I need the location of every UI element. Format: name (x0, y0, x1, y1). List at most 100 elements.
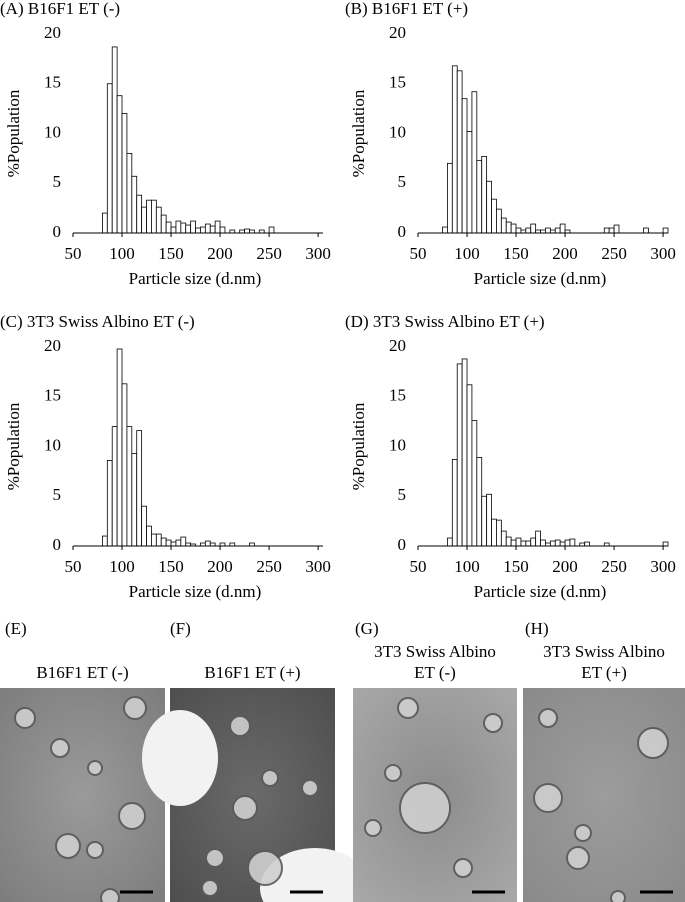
bar (461, 358, 468, 547)
bar (476, 159, 483, 234)
x-tick-label: 100 (109, 244, 135, 263)
bar (151, 199, 157, 234)
y-tick-label: 10 (44, 122, 61, 141)
bar (190, 220, 196, 234)
bar (584, 541, 590, 547)
vesicle (397, 697, 419, 719)
bar (141, 505, 147, 547)
vesicle (50, 738, 70, 758)
bar (180, 536, 187, 547)
bar (505, 221, 512, 234)
bar (447, 537, 453, 547)
vesicle (232, 795, 258, 821)
bar (116, 95, 123, 234)
bar (559, 541, 566, 547)
bar (195, 227, 201, 234)
vesicle (100, 888, 120, 902)
bar (540, 539, 546, 547)
bar (471, 420, 478, 547)
vesicle (229, 715, 251, 737)
bar (111, 46, 118, 234)
y-tick-label: 5 (53, 485, 62, 504)
bar (209, 225, 216, 234)
bar (214, 220, 221, 234)
x-axis-label: Particle size (d.nm) (474, 269, 607, 288)
vesicle (123, 696, 147, 720)
bar (200, 226, 206, 234)
panel-caption: ET (+) (581, 663, 627, 682)
bar (456, 363, 463, 547)
bar (491, 518, 497, 547)
y-tick-label: 0 (398, 535, 407, 554)
x-tick-label: 300 (305, 244, 331, 263)
bar (481, 495, 488, 547)
bar (131, 453, 138, 547)
bar (204, 223, 211, 234)
bar (121, 383, 128, 547)
vesicle (566, 846, 590, 870)
bar (491, 198, 497, 234)
bar (520, 540, 527, 547)
bar (102, 212, 108, 234)
bar (106, 83, 113, 234)
bar (116, 348, 123, 547)
bar (447, 162, 453, 234)
y-tick-label: 10 (389, 435, 406, 454)
chart-title: (D) 3T3 Swiss Albino ET (+) (345, 312, 545, 331)
bar (486, 493, 492, 547)
bar (136, 194, 143, 234)
y-tick-label: 0 (398, 222, 407, 241)
vesicle (261, 769, 279, 787)
bar (106, 460, 113, 547)
y-tick-label: 5 (398, 485, 407, 504)
bar (603, 227, 610, 234)
x-tick-label: 300 (650, 244, 676, 263)
bar (549, 540, 556, 547)
vesicle (610, 890, 626, 902)
vesicle (301, 779, 319, 797)
bar (160, 537, 167, 547)
bar (111, 426, 118, 547)
vesicle (538, 708, 558, 728)
y-tick-label: 20 (389, 23, 406, 42)
bar (136, 430, 143, 547)
y-tick-label: 15 (389, 73, 406, 92)
bar (155, 533, 162, 547)
bar (525, 227, 532, 234)
bar (564, 539, 571, 547)
y-axis-label: %Population (4, 89, 23, 177)
bar (180, 222, 187, 234)
y-tick-label: 20 (44, 23, 61, 42)
bar (451, 459, 458, 547)
bar (170, 226, 177, 234)
bar (525, 540, 532, 547)
y-tick-label: 5 (53, 172, 62, 191)
vesicle (574, 824, 592, 842)
x-tick-label: 100 (109, 557, 135, 576)
vesicle (87, 760, 103, 776)
x-axis-label: Particle size (d.nm) (129, 269, 262, 288)
bar (530, 223, 537, 234)
x-tick-label: 50 (410, 557, 427, 576)
vesicle (399, 782, 451, 834)
bar (160, 214, 167, 234)
bar (662, 541, 669, 547)
vesicle (118, 802, 146, 830)
vesicle (533, 783, 563, 813)
vesicle (247, 850, 283, 886)
vesicle (453, 858, 473, 878)
y-tick-label: 20 (389, 336, 406, 355)
y-tick-label: 0 (53, 222, 62, 241)
x-tick-label: 100 (454, 557, 480, 576)
bar (155, 206, 162, 234)
bar (500, 530, 507, 547)
bar (662, 227, 669, 234)
chart-title: (B) B16F1 ET (+) (345, 0, 468, 18)
panel-label: (F) (170, 619, 191, 638)
x-tick-label: 200 (552, 244, 578, 263)
y-tick-label: 10 (389, 122, 406, 141)
bar (146, 525, 152, 547)
bar (545, 227, 551, 234)
panel-label: (H) (525, 619, 549, 638)
